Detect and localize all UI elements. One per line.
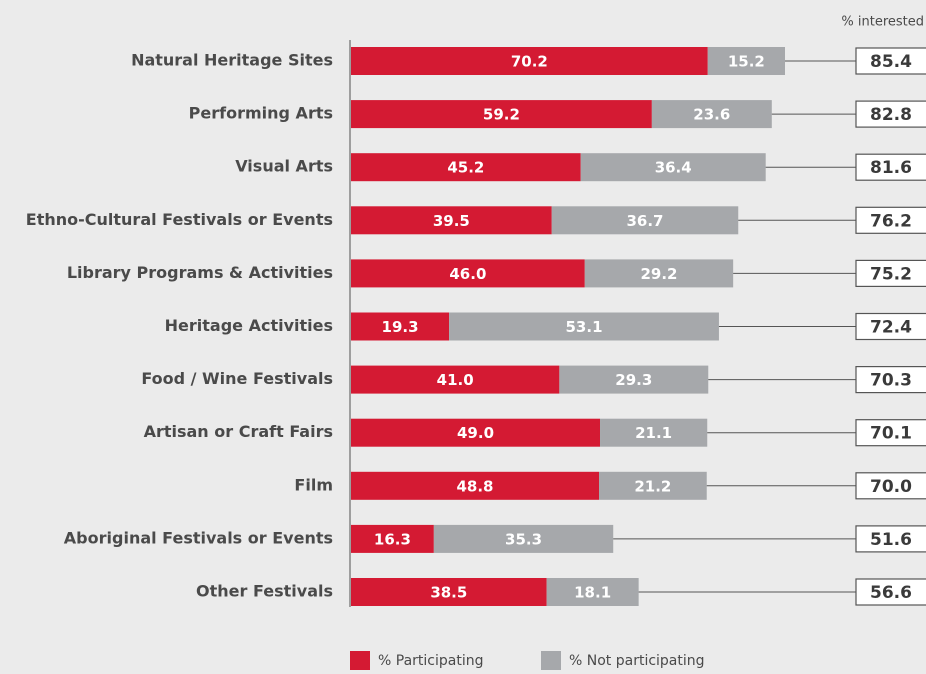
category-label: Heritage Activities <box>165 316 333 335</box>
bar-segment <box>351 100 652 129</box>
category-label: Library Programs & Activities <box>67 263 333 282</box>
total-box <box>855 47 926 75</box>
bar-segment <box>599 471 707 500</box>
value-label: 70.2 <box>511 53 548 71</box>
value-label: 23.6 <box>693 106 730 124</box>
category-label: Other Festivals <box>196 582 333 601</box>
total-label: 70.3 <box>870 371 912 391</box>
value-label: 36.7 <box>626 212 663 230</box>
total-box <box>855 206 926 234</box>
bar-segment <box>449 312 719 341</box>
value-label: 21.2 <box>634 477 671 495</box>
bar-segment <box>580 153 766 182</box>
total-label: 51.6 <box>870 530 912 550</box>
category-label: Natural Heritage Sites <box>131 51 333 70</box>
bar-segment <box>351 153 581 182</box>
category-label: Artisan or Craft Fairs <box>144 422 333 441</box>
total-label: 72.4 <box>870 318 912 338</box>
bar-segment <box>433 524 614 553</box>
value-label: 41.0 <box>437 371 474 389</box>
total-label: 70.1 <box>870 424 912 444</box>
total-box <box>855 366 926 394</box>
legend-swatch <box>350 651 370 670</box>
category-label: Ethno-Cultural Festivals or Events <box>26 210 333 229</box>
legend-swatch <box>541 651 561 670</box>
value-label: 21.1 <box>635 424 672 442</box>
totals-heading: % interested <box>841 15 924 30</box>
bar-segment <box>584 259 734 288</box>
legend-label: % Participating <box>378 653 483 669</box>
value-label: 46.0 <box>449 265 486 283</box>
value-label: 45.2 <box>447 159 484 177</box>
bar-segment <box>351 206 552 235</box>
total-box <box>855 578 926 606</box>
bar-segment <box>351 524 434 553</box>
bar-segment <box>351 259 585 288</box>
value-label: 16.3 <box>374 530 411 548</box>
value-label: 36.4 <box>655 159 692 177</box>
bar-segment <box>559 365 709 394</box>
total-box <box>855 100 926 128</box>
total-label: 70.0 <box>870 477 912 497</box>
total-label: 56.6 <box>870 583 912 603</box>
total-box <box>855 525 926 553</box>
value-label: 49.0 <box>457 424 494 442</box>
bar-segment <box>600 418 708 447</box>
bar-segment <box>351 365 560 394</box>
bar-segment <box>546 578 639 606</box>
total-box <box>855 472 926 500</box>
bar-segment <box>351 47 708 75</box>
category-label: Performing Arts <box>189 104 333 123</box>
total-box <box>855 259 926 287</box>
total-label: 85.4 <box>870 52 912 72</box>
legend-label: % Not participating <box>569 653 705 669</box>
bar-segment <box>351 418 601 447</box>
value-label: 48.8 <box>456 477 493 495</box>
category-label: Food / Wine Festivals <box>141 369 333 388</box>
bar-segment <box>351 471 599 500</box>
bar-segment <box>707 47 785 75</box>
category-label: Film <box>294 475 333 494</box>
bar-segment <box>351 312 450 341</box>
category-label: Aboriginal Festivals or Events <box>64 528 333 547</box>
value-label: 18.1 <box>574 584 611 602</box>
value-label: 19.3 <box>382 318 419 336</box>
value-label: 15.2 <box>728 53 765 71</box>
total-label: 76.2 <box>870 211 912 231</box>
total-label: 82.8 <box>870 105 912 125</box>
total-label: 75.2 <box>870 264 912 284</box>
bar-segment <box>551 206 739 235</box>
value-label: 53.1 <box>566 318 603 336</box>
bar-segment <box>651 100 772 129</box>
bar-segment <box>351 578 547 606</box>
value-label: 38.5 <box>430 584 467 602</box>
total-label: 81.6 <box>870 158 912 178</box>
value-label: 29.3 <box>615 371 652 389</box>
value-label: 59.2 <box>483 106 520 124</box>
category-label: Visual Arts <box>235 157 333 176</box>
total-box <box>855 419 926 447</box>
value-label: 29.2 <box>640 265 677 283</box>
total-box <box>855 153 926 181</box>
value-label: 39.5 <box>433 212 470 230</box>
value-label: 35.3 <box>505 530 542 548</box>
total-box <box>855 312 926 341</box>
